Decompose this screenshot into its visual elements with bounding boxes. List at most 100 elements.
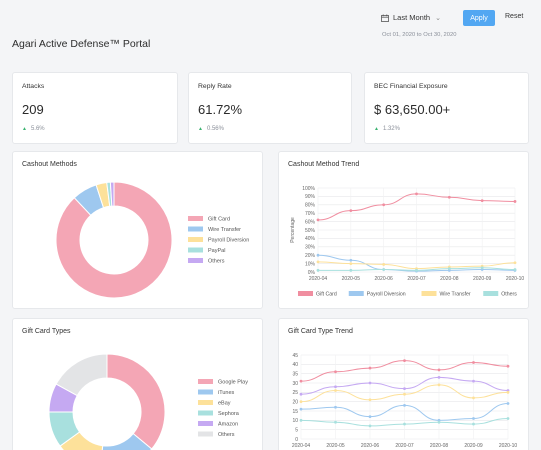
data-point (513, 200, 517, 203)
data-point (316, 218, 320, 222)
data-point (506, 364, 510, 368)
legend-label: PayPal (208, 248, 225, 254)
apply-button[interactable]: Apply (463, 10, 495, 26)
pie-slice (109, 181, 115, 207)
data-point (349, 262, 353, 265)
panel-cashout-trend: Cashout Method Trend 0% 10% 20% 30% 40% 50% 60… (278, 151, 529, 309)
legend-swatch (198, 400, 213, 405)
y-tick-label: 60% (305, 219, 316, 225)
data-point (316, 260, 320, 264)
stat-value: 61.72% (198, 102, 243, 117)
data-point (334, 385, 337, 389)
data-point (403, 359, 406, 362)
data-point (334, 420, 337, 424)
y-tick-label: 45 (292, 353, 298, 359)
pie-slice (55, 353, 108, 397)
x-tick-label: 2020-05 (342, 276, 361, 282)
legend-label: Sephora (218, 411, 240, 417)
data-point (403, 404, 406, 407)
legend-swatch (198, 379, 213, 384)
calendar-icon (381, 14, 389, 22)
data-point (299, 392, 303, 396)
stat-value: 209 (22, 102, 44, 117)
chevron-down-icon: ⌄ (435, 14, 441, 22)
data-point (299, 407, 303, 411)
legend-label: Payroll Diversion (367, 292, 406, 298)
legend-label: Wire Transfer (440, 292, 471, 298)
stat-delta: ▲ 0.56% (198, 126, 224, 132)
date-period-dropdown[interactable]: Last Month ⌄ (381, 13, 441, 22)
data-point (415, 192, 418, 196)
y-tick-label: 40 (292, 362, 298, 368)
data-point (447, 267, 451, 271)
data-point (382, 268, 386, 271)
data-point (349, 258, 353, 262)
legend-label: Others (501, 292, 517, 298)
y-tick-label: 35 (292, 371, 298, 377)
y-tick-label: 5 (295, 427, 298, 433)
stat-label: BEC Financial Exposure (374, 83, 448, 90)
x-tick-label: 2020-06 (374, 276, 393, 282)
legend-swatch (198, 410, 213, 416)
data-point (480, 199, 484, 202)
cashout-methods-chart: Gift Card Wire Transfer Payroll Diversion P… (55, 181, 249, 299)
legend-label: Gift Card (208, 217, 230, 223)
x-tick-label: 2020-05 (326, 443, 345, 449)
legend-swatch (188, 226, 203, 232)
stat-label: Attacks (22, 83, 45, 90)
data-point (472, 422, 475, 426)
y-tick-label: 25 (292, 390, 298, 396)
panel-title: Cashout Method Trend (288, 161, 360, 168)
data-point (472, 417, 475, 420)
data-point (472, 361, 475, 364)
data-point (368, 366, 372, 370)
data-point (368, 424, 372, 428)
y-tick-label: 0% (308, 270, 316, 276)
pie-slice (55, 181, 173, 299)
y-tick-label: 30 (292, 381, 298, 387)
data-point (299, 379, 303, 383)
y-axis-label: Percentage (290, 217, 296, 243)
y-tick-label: 20 (292, 399, 298, 405)
panel-title: Gift Card Types (22, 328, 71, 335)
stat-card-bec-exposure: BEC Financial Exposure $ 63,650.00+ ▲ 1.3… (364, 72, 529, 144)
data-point (437, 368, 441, 372)
panel-gift-card-trend: Gift Card Type Trend 0 5 10 15 20 25 30 35 40 45 2… (278, 318, 529, 450)
legend-swatch (421, 291, 437, 296)
y-tick-label: 50% (305, 228, 316, 234)
data-point (513, 268, 517, 271)
data-point (513, 261, 517, 265)
data-point (334, 405, 337, 409)
date-range-text: Oct 01, 2020 to Oct 30, 2020 (382, 32, 457, 38)
date-period-label: Last Month (393, 13, 431, 22)
data-point (403, 392, 406, 396)
legend-swatch (188, 247, 203, 253)
y-tick-label: 80% (305, 203, 316, 209)
legend-label: Google Play (218, 380, 248, 386)
data-point (403, 387, 406, 390)
reset-button[interactable]: Reset (505, 13, 524, 20)
data-point (415, 268, 418, 272)
y-tick-label: 100% (302, 186, 315, 192)
arrow-up-icon: ▲ (198, 126, 203, 132)
data-point (368, 398, 372, 402)
x-tick-label: 2020-08 (440, 276, 459, 282)
data-point (506, 402, 510, 405)
legend-label: Wire Transfer (208, 227, 241, 233)
x-tick-label: 2020-10 (506, 276, 525, 282)
legend-swatch (188, 237, 203, 242)
data-point (382, 263, 386, 266)
data-point (368, 381, 372, 385)
data-point (334, 370, 337, 374)
legend-swatch (348, 291, 364, 296)
gift-card-trend-chart: 0 5 10 15 20 25 30 35 40 45 2020-04 2020-05 2020-06 2… (292, 353, 518, 449)
legend-label: iTunes (218, 390, 235, 396)
legend-label: Amazon (218, 422, 238, 428)
legend-swatch (198, 431, 213, 437)
header: Agari Active Defense™ Portal Last Month … (0, 0, 541, 62)
x-tick-label: 2020-10 (499, 443, 518, 449)
data-point (299, 400, 303, 404)
gift-card-types-chart: Google Play iTunes eBay Sephora Amazon Others (48, 353, 248, 450)
x-tick-label: 2020-07 (407, 276, 426, 282)
page-title: Agari Active Defense™ Portal (12, 38, 151, 50)
